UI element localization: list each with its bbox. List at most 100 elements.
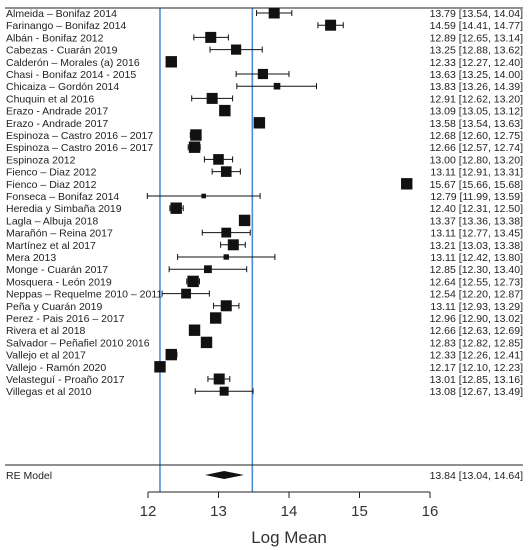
study-row: Vallejo et al 2017 12.33 [12.26, 12.41] [6, 348, 523, 362]
study-row: Erazo - Andrade 2017 13.09 [13.05, 13.12] [6, 104, 523, 118]
ci-text: 12.91 [12.62, 13.20] [430, 93, 523, 105]
ci-text: 13.63 [13.25, 14.00] [430, 69, 523, 81]
ci-text: 13.58 [13.54, 13.63] [430, 118, 523, 130]
study-row: Espinoza 2012 13.00 [12.80, 13.20] [6, 154, 523, 166]
summary-diamond [205, 471, 244, 479]
study-label: Fienco – Diaz 2012 [6, 179, 97, 191]
point-estimate-square [154, 361, 166, 373]
study-label: Almeida – Bonifaz 2014 [6, 8, 117, 20]
study-row: Martínez et al 2017 13.21 [13.03, 13.38] [6, 239, 523, 252]
study-label: Espinoza – Castro 2016 – 2017 [6, 130, 153, 142]
study-label: Albán - Bonifaz 2012 [6, 32, 104, 44]
study-row: Vallejo - Ramón 2020 12.17 [12.10, 12.23] [6, 361, 523, 374]
study-label: Chasi - Bonifaz 2014 - 2015 [6, 69, 136, 81]
ci-text: 12.96 [12.90, 13.02] [430, 313, 523, 325]
study-row: Erazo - Andrade 2017 13.58 [13.54, 13.63] [6, 117, 523, 130]
point-estimate-square [188, 141, 201, 153]
point-estimate-square [181, 288, 191, 299]
point-estimate-square [253, 117, 266, 129]
ci-text: 15.67 [15.66, 15.68] [430, 179, 523, 191]
ci-text: 13.09 [13.05, 13.12] [430, 106, 523, 118]
study-label: Monge - Cuarán 2017 [6, 264, 108, 276]
point-estimate-square [325, 19, 337, 31]
study-row: Peña y Cuarán 2019 13.11 [12.93, 13.29] [6, 300, 523, 313]
point-estimate-square [206, 92, 218, 104]
point-estimate-square [165, 348, 177, 361]
ci-text: 13.83 [13.26, 14.39] [430, 81, 523, 93]
ci-text: 13.11 [12.77, 13.45] [430, 228, 523, 240]
point-estimate-square [268, 7, 280, 19]
study-label: Calderón – Morales (a) 2016 [6, 57, 140, 69]
study-row: Velasteguí - Proaño 2017 13.01 [12.85, 13… [6, 373, 523, 386]
x-tick-label: 16 [422, 503, 439, 520]
point-estimate-square [223, 254, 229, 260]
ci-text: 13.00 [12.80, 13.20] [430, 154, 523, 166]
study-label: Chuquin et al 2016 [6, 93, 94, 105]
ci-text: 12.40 [12.31, 12.50] [430, 203, 523, 215]
study-label: Espinoza – Castro 2016 – 2017 [6, 142, 153, 154]
study-row: Heredia y Simbaña 2019 12.40 [12.31, 12.5… [6, 202, 523, 215]
study-row: Chuquin et al 2016 12.91 [12.62, 13.20] [6, 92, 523, 105]
study-label: Erazo - Andrade 2017 [6, 106, 108, 118]
point-estimate-square [257, 68, 269, 80]
study-label: Neppas – Requelme 2010 – 2011 [6, 289, 162, 301]
study-label: Vallejo - Ramón 2020 [6, 362, 106, 374]
ci-text: 12.54 [12.20, 12.87] [430, 289, 523, 301]
ci-text: 12.79 [11.99, 13.59] [430, 191, 523, 203]
ci-text: 13.08 [12.67, 13.49] [430, 386, 523, 398]
study-label: Chicaiza – Gordón 2014 [6, 81, 119, 93]
study-label: Erazo - Andrade 2017 [6, 118, 108, 130]
point-estimate-square [220, 166, 232, 177]
study-row: Fienco – Diaz 2012 13.11 [12.91, 13.31] [6, 166, 523, 179]
point-estimate-square [170, 202, 182, 214]
ci-text: 13.11 [12.42, 13.80] [430, 252, 523, 264]
point-estimate-square [273, 82, 281, 90]
study-label: Lagla – Albuja 2018 [6, 215, 98, 227]
study-row: Chicaiza – Gordón 2014 13.83 [13.26, 14.3… [6, 81, 523, 93]
study-label: Martínez et al 2017 [6, 240, 96, 252]
summary-ci-text: 13.84 [13.04, 14.64] [430, 470, 523, 482]
ci-text: 12.68 [12.60, 12.75] [430, 130, 523, 142]
study-label: Salvador – Peñafiel 2010 2016 [6, 337, 150, 349]
x-tick-label: 12 [140, 503, 157, 520]
study-label: Fonseca – Bonifaz 2014 [6, 191, 119, 203]
ci-text: 13.11 [12.91, 13.31] [430, 167, 523, 179]
point-estimate-square [209, 312, 222, 324]
study-row: Fienco – Diaz 2012 15.67 [15.66, 15.68] [6, 178, 523, 191]
study-row: Marañón – Reina 2017 13.11 [12.77, 13.45] [6, 228, 523, 240]
point-estimate-square [219, 104, 231, 117]
study-label: Farinango – Bonifaz 2014 [6, 20, 126, 32]
study-row: Calderón – Morales (a) 2016 12.33 [12.27,… [6, 56, 523, 69]
study-row: Mosquera - León 2019 12.64 [12.55, 12.73] [6, 275, 523, 288]
ci-text: 12.66 [12.63, 12.69] [430, 325, 523, 337]
ci-text: 13.21 [13.03, 13.38] [430, 240, 523, 252]
study-label: Velasteguí - Proaño 2017 [6, 374, 125, 386]
point-estimate-square [220, 300, 232, 312]
x-tick-label: 15 [351, 503, 368, 520]
study-row: Espinoza – Castro 2016 – 2017 12.68 [12.6… [6, 129, 523, 142]
study-label: Villegas et al 2010 [6, 386, 92, 398]
point-estimate-square [231, 44, 242, 55]
study-label: Espinoza 2012 [6, 154, 76, 166]
ci-text: 12.89 [12.65, 13.14] [430, 32, 523, 44]
point-estimate-square [204, 265, 212, 274]
study-label: Heredia y Simbaña 2019 [6, 203, 122, 215]
point-estimate-square [201, 193, 206, 199]
point-estimate-square [213, 154, 224, 165]
study-row: Fonseca – Bonifaz 2014 12.79 [11.99, 13.5… [6, 191, 523, 203]
x-tick-label: 14 [281, 503, 298, 520]
point-estimate-square [205, 31, 217, 43]
ci-text: 13.25 [12.88, 13.62] [430, 45, 523, 57]
ci-text: 13.01 [12.85, 13.16] [430, 374, 523, 386]
point-estimate-square [221, 227, 232, 238]
study-label: Cabezas - Cuarán 2019 [6, 45, 118, 57]
study-label: Rivera et al 2018 [6, 325, 86, 337]
study-row: Monge - Cuarán 2017 12.85 [12.30, 13.40] [6, 264, 523, 276]
ci-text: 14.59 [14.41, 14.77] [430, 20, 523, 32]
study-row: Chasi - Bonifaz 2014 - 2015 13.63 [13.25,… [6, 68, 523, 81]
ci-text: 13.37 [13.36, 13.38] [430, 215, 523, 227]
study-label: Vallejo et al 2017 [6, 350, 86, 362]
study-row: Farinango – Bonifaz 2014 14.59 [14.41, 14… [6, 19, 523, 32]
ci-text: 12.33 [12.27, 12.40] [430, 57, 523, 69]
